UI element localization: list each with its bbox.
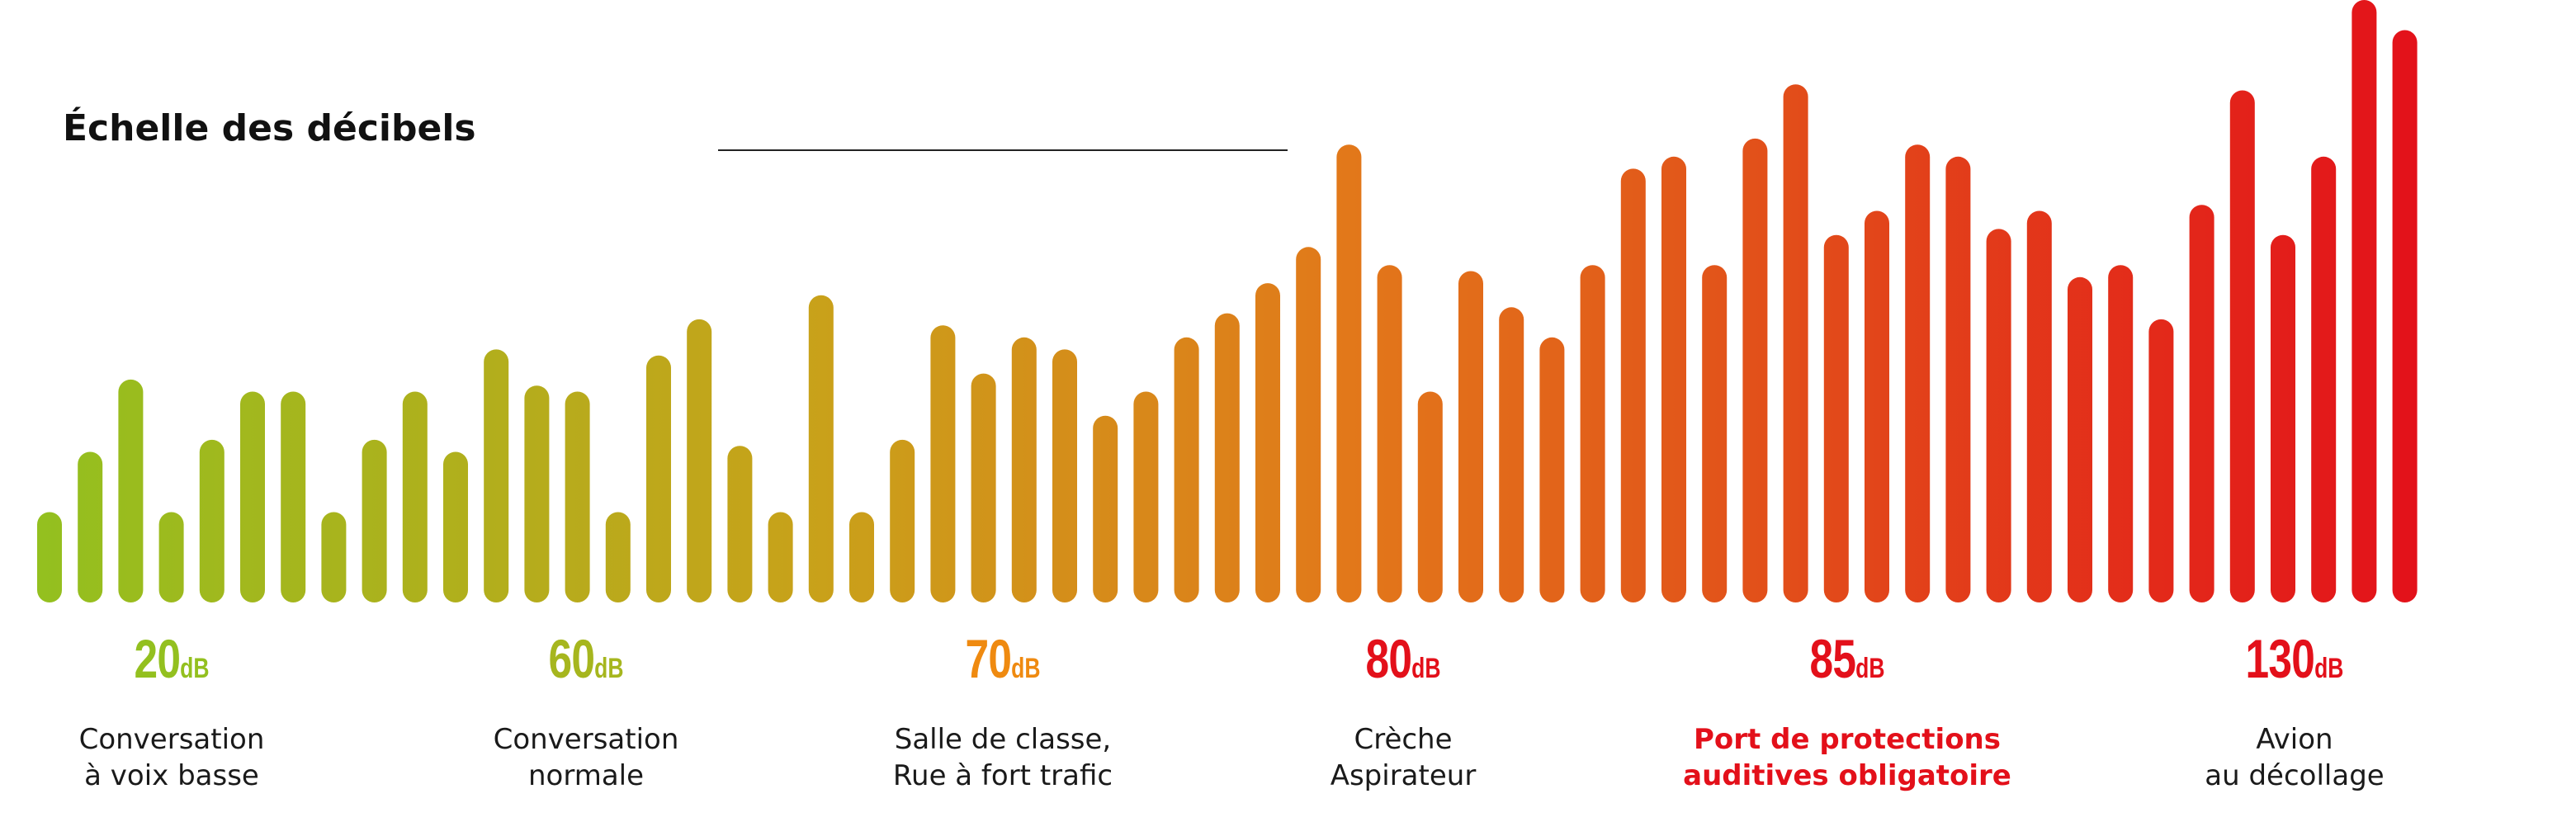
decibel-value: 80 <box>1365 628 1412 689</box>
equalizer-bar <box>971 373 996 602</box>
equalizer-bar <box>1620 168 1646 602</box>
title-divider <box>718 149 1288 151</box>
equalizer-bar <box>1783 84 1808 602</box>
decibel-value: 130 <box>2245 628 2315 689</box>
equalizer-bar <box>1377 265 1402 602</box>
equalizer-bar <box>118 379 144 602</box>
equalizer-bar <box>281 391 306 602</box>
decibel-value: 60 <box>548 628 595 689</box>
equalizer-bar <box>158 512 184 602</box>
decibel-level-label: 20dB <box>43 627 300 690</box>
decibel-level-label: 80dB <box>1274 627 1532 690</box>
equalizer-bar <box>1133 391 1159 602</box>
level-caption: Conversation à voix basse <box>0 721 386 794</box>
equalizer-bar <box>1296 247 1321 602</box>
equalizer-bar <box>362 439 387 602</box>
level-caption: Salle de classe, Rue à fort trafic <box>788 721 1217 794</box>
equalizer-bar <box>768 512 793 602</box>
equalizer-bar <box>484 349 509 602</box>
chart-title: Échelle des décibels <box>63 107 476 149</box>
equalizer-bar <box>1011 337 1037 602</box>
equalizer-bar <box>1214 313 1240 602</box>
equalizer-bar <box>808 295 834 602</box>
equalizer-bar <box>2026 210 2052 602</box>
decibel-unit: dB <box>1855 653 1885 684</box>
caption-line: à voix basse <box>84 759 259 792</box>
equalizer-bar <box>1905 144 1931 602</box>
equalizer-bar <box>2148 319 2174 602</box>
equalizer-bar <box>2189 205 2214 602</box>
equalizer-bar <box>1865 210 1889 602</box>
decibel-unit: dB <box>1411 653 1441 684</box>
equalizer-bar <box>1661 156 1686 603</box>
equalizer-bar <box>1986 229 2011 602</box>
equalizer-bar <box>1458 271 1483 602</box>
equalizer-bar <box>1945 156 1971 603</box>
equalizer-bar <box>1499 307 1524 602</box>
decibel-level-label: 130dB <box>2166 627 2423 690</box>
decibel-level-label: 85dB <box>1718 627 1976 690</box>
level-caption: Avion au décollage <box>2080 721 2509 794</box>
equalizer-bar <box>1702 265 1728 602</box>
equalizer-bar <box>646 355 671 602</box>
equalizer-bar <box>1417 391 1443 602</box>
equalizer-bar <box>1052 349 1077 602</box>
equalizer-bar <box>1580 265 1605 602</box>
equalizer-bar <box>565 391 590 602</box>
equalizer-bar <box>727 446 753 602</box>
equalizer-bar <box>199 439 225 602</box>
equalizer-bar <box>2392 30 2418 602</box>
equalizer-bar <box>1823 234 1849 602</box>
equalizer-bar <box>2108 265 2134 602</box>
decibel-unit: dB <box>1011 653 1041 684</box>
equalizer-bar <box>443 451 468 602</box>
equalizer-bar <box>78 451 103 602</box>
decibel-unit: dB <box>2314 653 2344 684</box>
equalizer-bar <box>849 512 874 602</box>
equalizer-bar <box>1336 144 1362 602</box>
equalizer-bar <box>321 512 347 602</box>
equalizer-bar <box>1742 138 1768 602</box>
caption-line: normale <box>527 759 645 792</box>
caption-line: Avion <box>2256 723 2333 756</box>
caption-line: au décollage <box>2205 759 2385 792</box>
equalizer-bar <box>1255 283 1280 602</box>
decibel-level-label: 70dB <box>874 627 1132 690</box>
level-caption: Crèche Aspirateur <box>1189 721 1618 794</box>
equalizer-bar <box>2068 276 2092 602</box>
equalizer-bar <box>605 512 631 602</box>
equalizer-bar <box>240 391 265 602</box>
decibel-level-label: 60dB <box>457 627 715 690</box>
equalizer-bar <box>1539 337 1565 602</box>
equalizer-bar <box>37 512 62 602</box>
equalizer-bar <box>890 439 915 602</box>
equalizer-bar <box>2271 234 2295 602</box>
caption-line: Crèche <box>1354 723 1453 756</box>
level-caption: Conversation normale <box>371 721 801 794</box>
caption-line: Aspirateur <box>1330 759 1477 792</box>
decibel-value: 70 <box>965 628 1012 689</box>
equalizer-bar <box>2351 0 2377 602</box>
caption-line: Rue à fort trafic <box>892 759 1113 792</box>
caption-line: Conversation <box>78 723 265 756</box>
equalizer-bar <box>2229 90 2255 602</box>
caption-line: auditives obligatoire <box>1683 759 2011 792</box>
equalizer-bar <box>524 385 550 602</box>
decibel-value: 20 <box>134 628 181 689</box>
decibel-unit: dB <box>594 653 624 684</box>
equalizer-bar <box>930 325 956 602</box>
decibel-unit: dB <box>180 653 210 684</box>
equalizer-bar <box>2311 156 2337 603</box>
decibel-value: 85 <box>1809 628 1856 689</box>
equalizer-bars <box>37 0 2418 603</box>
caption-line: Port de protections <box>1693 723 2001 756</box>
level-caption: Port de protections auditives obligatoire <box>1633 721 2062 794</box>
caption-line: Salle de classe, <box>894 723 1112 756</box>
equalizer-bar <box>402 391 428 602</box>
equalizer-bar <box>1174 337 1199 602</box>
equalizer-bar <box>687 319 712 602</box>
equalizer-bar <box>1093 415 1118 602</box>
caption-line: Conversation <box>493 723 679 756</box>
